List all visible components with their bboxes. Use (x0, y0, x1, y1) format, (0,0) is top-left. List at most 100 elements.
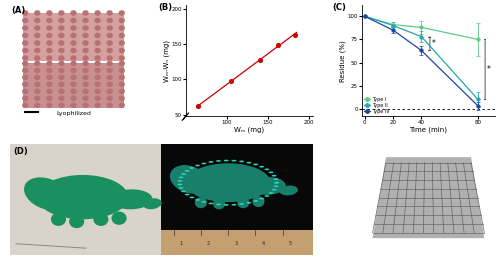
Circle shape (82, 89, 88, 94)
Text: 2: 2 (207, 241, 210, 246)
Circle shape (70, 89, 76, 94)
Circle shape (181, 173, 186, 175)
Circle shape (58, 102, 64, 108)
Circle shape (94, 55, 101, 61)
Circle shape (22, 82, 29, 87)
Circle shape (274, 185, 278, 187)
Text: 1: 1 (180, 241, 182, 246)
Circle shape (82, 55, 88, 61)
Circle shape (58, 82, 64, 87)
Circle shape (106, 82, 113, 87)
Circle shape (34, 18, 40, 23)
Circle shape (216, 160, 221, 162)
Ellipse shape (24, 177, 68, 210)
Circle shape (94, 82, 101, 87)
Ellipse shape (186, 163, 270, 202)
Circle shape (216, 204, 221, 205)
Text: 3: 3 (234, 241, 237, 246)
Circle shape (94, 40, 101, 46)
Circle shape (70, 25, 76, 31)
Circle shape (34, 61, 40, 66)
Circle shape (106, 61, 113, 66)
Ellipse shape (250, 177, 286, 195)
Circle shape (34, 68, 40, 73)
Circle shape (94, 75, 101, 80)
Circle shape (46, 82, 52, 87)
Circle shape (106, 89, 113, 94)
Circle shape (106, 10, 113, 16)
Circle shape (178, 184, 182, 185)
Circle shape (22, 102, 29, 108)
Y-axis label: Wₘ-Wₙ (mg): Wₘ-Wₙ (mg) (164, 40, 170, 82)
Circle shape (118, 89, 125, 94)
Bar (22, 13, 125, 61)
Circle shape (181, 191, 186, 192)
Circle shape (178, 180, 182, 182)
Circle shape (82, 95, 88, 101)
Circle shape (22, 48, 29, 53)
Text: (B): (B) (158, 3, 172, 12)
Ellipse shape (143, 198, 162, 209)
Ellipse shape (112, 212, 126, 225)
Circle shape (82, 33, 88, 38)
Circle shape (22, 33, 29, 38)
Circle shape (34, 48, 40, 53)
Circle shape (106, 75, 113, 80)
Circle shape (82, 102, 88, 108)
Circle shape (260, 166, 264, 168)
Circle shape (58, 95, 64, 101)
Ellipse shape (94, 213, 108, 226)
Circle shape (94, 33, 101, 38)
Circle shape (34, 25, 40, 31)
Circle shape (46, 55, 52, 61)
Circle shape (82, 18, 88, 23)
Point (256, 57, 264, 62)
Circle shape (82, 10, 88, 16)
Circle shape (70, 82, 76, 87)
Circle shape (22, 40, 29, 46)
Circle shape (58, 25, 64, 31)
Circle shape (34, 82, 40, 87)
Circle shape (70, 10, 76, 16)
Circle shape (46, 61, 52, 66)
Circle shape (94, 61, 101, 66)
Text: Lyophilized: Lyophilized (56, 111, 91, 116)
Circle shape (46, 18, 52, 23)
Text: (E): (E) (364, 146, 378, 155)
Circle shape (190, 167, 194, 169)
Circle shape (118, 25, 125, 31)
Ellipse shape (110, 189, 152, 209)
Circle shape (46, 89, 52, 94)
Circle shape (274, 182, 279, 184)
Circle shape (70, 33, 76, 38)
Circle shape (82, 25, 88, 31)
Circle shape (118, 102, 125, 108)
Circle shape (232, 160, 236, 161)
Circle shape (208, 161, 214, 163)
Circle shape (70, 75, 76, 80)
Ellipse shape (69, 215, 84, 228)
Circle shape (106, 102, 113, 108)
Text: 5: 5 (288, 241, 292, 246)
Bar (22, 63, 125, 108)
Circle shape (46, 95, 52, 101)
Circle shape (34, 55, 40, 61)
Circle shape (22, 55, 29, 61)
Circle shape (82, 40, 88, 46)
Circle shape (190, 197, 194, 198)
Circle shape (253, 200, 258, 202)
Circle shape (118, 10, 125, 16)
Circle shape (208, 203, 214, 204)
Circle shape (58, 55, 64, 61)
Circle shape (264, 195, 270, 197)
Circle shape (46, 68, 52, 73)
Circle shape (34, 95, 40, 101)
Circle shape (46, 40, 52, 46)
Circle shape (264, 168, 270, 170)
Circle shape (70, 55, 76, 61)
Bar (10, 144, 162, 255)
Circle shape (58, 18, 64, 23)
Circle shape (118, 55, 125, 61)
Ellipse shape (280, 185, 298, 196)
Circle shape (82, 48, 88, 53)
